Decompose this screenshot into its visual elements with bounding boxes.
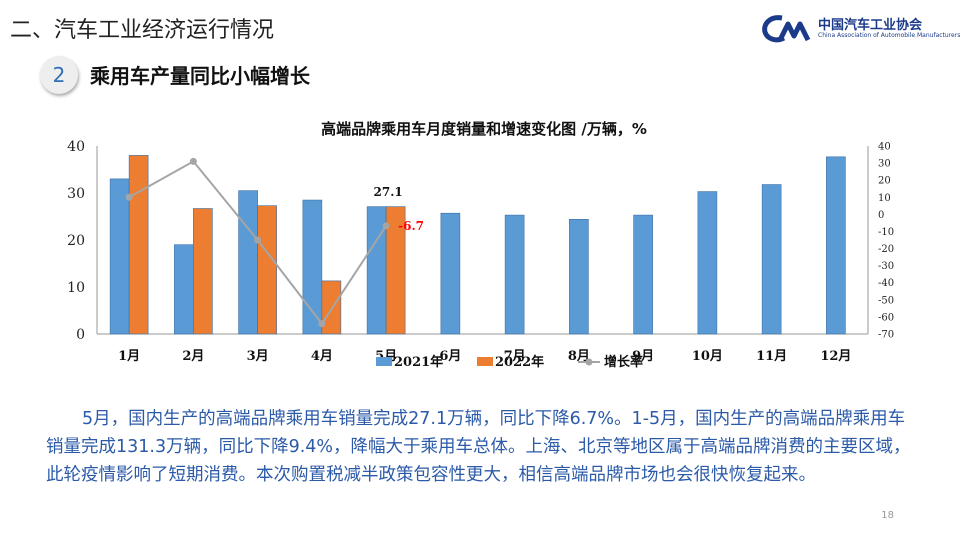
page-number: 18 <box>881 510 894 521</box>
y-right-tick-label: -40 <box>878 278 894 289</box>
bar-2022年 <box>385 206 406 335</box>
x-tick-label: 9月 <box>632 349 654 364</box>
logo-name-en: China Association of Automobile Manufact… <box>818 32 961 39</box>
bar-2021年 <box>504 214 525 335</box>
bar-2021年 <box>109 178 130 335</box>
growth-point <box>318 320 326 328</box>
y-left-tick-label: 40 <box>67 139 85 155</box>
bar-2022年 <box>128 155 149 335</box>
y-left-tick-label: 0 <box>76 327 85 343</box>
bar-2022年 <box>257 205 277 335</box>
legend-label: 增长率 <box>604 354 643 370</box>
x-tick-label: 11月 <box>756 349 787 364</box>
data-label: 27.1 <box>374 185 403 199</box>
x-tick-label: 4月 <box>311 349 333 364</box>
x-tick-label: 10月 <box>692 349 723 364</box>
bar-2021年 <box>174 244 194 335</box>
y-left-tick-label: 20 <box>67 233 85 249</box>
x-tick-label: 3月 <box>247 349 269 364</box>
bar-2021年 <box>761 184 782 335</box>
x-tick-label: 12月 <box>820 349 851 364</box>
x-tick-label: 8月 <box>568 349 590 364</box>
section-title: 二、汽车工业经济运行情况 <box>10 18 275 43</box>
bar-2021年 <box>826 156 846 335</box>
y-right-tick-label: -10 <box>878 227 894 238</box>
bar-2021年 <box>238 190 258 335</box>
growth-point <box>382 222 390 230</box>
growth-point <box>125 193 133 201</box>
y-right-tick-label: -20 <box>878 244 894 255</box>
y-right-tick-label: -50 <box>878 295 894 306</box>
x-tick-label: 2月 <box>182 349 204 364</box>
y-right-tick-label: 40 <box>878 142 891 153</box>
legend-swatch <box>477 357 493 366</box>
y-right-tick-label: 20 <box>878 176 891 187</box>
y-right-tick-label: -70 <box>878 330 894 341</box>
growth-point <box>189 157 197 165</box>
y-left-tick-label: 30 <box>67 186 85 202</box>
body-paragraph: 5月，国内生产的高端品牌乘用车销量完成27.1万辆，同比下降6.7%。1-5月，… <box>46 405 921 489</box>
bar-2021年 <box>440 212 461 335</box>
chart-title: 高端品牌乘用车月度销量和增速变化图 /万辆，% <box>321 120 647 138</box>
logo: 中国汽车工业协会 China Association of Automobile… <box>760 12 960 46</box>
legend-swatch <box>376 357 392 366</box>
legend-label: 2022年 <box>495 354 544 370</box>
bar-2021年 <box>569 219 589 335</box>
y-right-tick-label: 30 <box>878 159 891 170</box>
body-text: 5月，国内生产的高端品牌乘用车销量完成27.1万辆，同比下降6.7%。1-5月，… <box>46 409 911 485</box>
slide-subtitle: 乘用车产量同比小幅增长 <box>90 64 310 88</box>
y-left-tick-label: 10 <box>67 280 85 296</box>
legend-swatch <box>585 358 593 366</box>
y-right-tick-label: 10 <box>878 193 891 204</box>
y-right-tick-label: -30 <box>878 261 894 272</box>
x-tick-label: 6月 <box>439 349 461 364</box>
logo-name-cn: 中国汽车工业协会 <box>818 18 923 33</box>
x-tick-label: 7月 <box>504 349 526 364</box>
section-number-badge: 2 <box>40 56 78 94</box>
legend-label: 2021年 <box>394 354 443 370</box>
bar-2021年 <box>633 214 653 335</box>
y-right-tick-label: -60 <box>878 312 894 323</box>
bar-2021年 <box>302 199 323 335</box>
y-right-tick-label: 0 <box>878 210 884 221</box>
x-tick-label: 1月 <box>118 349 140 364</box>
bar-2022年 <box>193 208 213 335</box>
sales-growth-chart: 0 10 20 30 40 40 30 20 10 0 -10 -20 -30 -40 -50 -60 -70 1… <box>67 139 894 370</box>
caam-logo-icon <box>762 15 811 43</box>
growth-point <box>254 236 262 244</box>
bar-2021年 <box>697 191 718 335</box>
data-label: -6.7 <box>398 219 424 233</box>
